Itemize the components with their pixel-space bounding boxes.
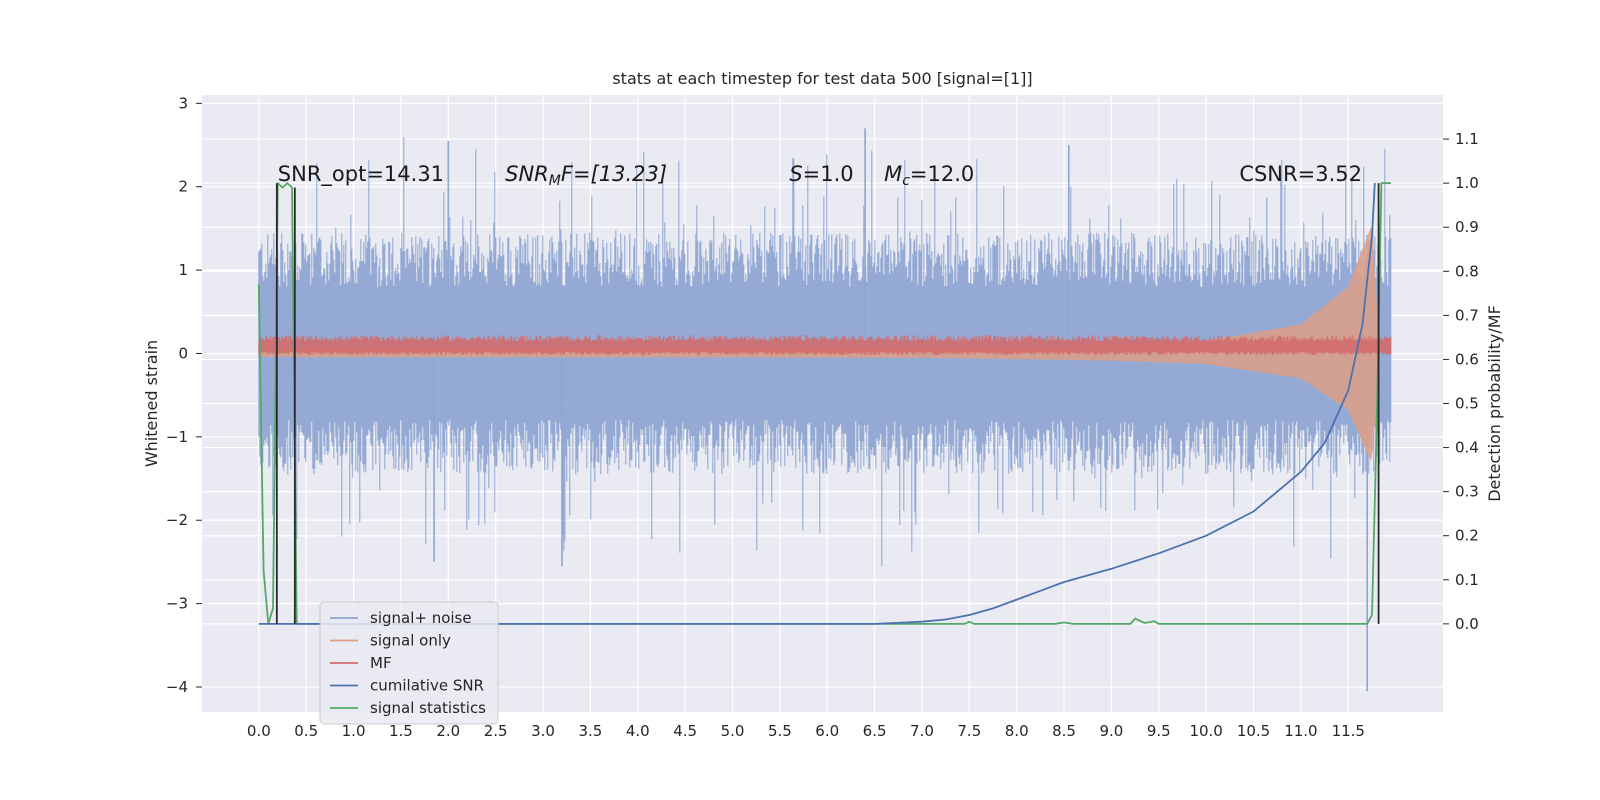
y-tick-label-left: 2 [178,178,188,196]
x-tick-label: 4.0 [626,722,650,740]
legend: signal+ noise signal only MF cumilative SNR… [319,601,499,725]
y-tick-label-right: 0.3 [1455,483,1479,501]
legend-label: MF [370,654,392,672]
y-tick-label-left: −1 [166,428,188,446]
x-tick-label: 8.0 [1005,722,1029,740]
y-tick-label-right: 0.8 [1455,262,1479,280]
x-tick-label: 0.0 [247,722,271,740]
annotation-s-value: =1.0 [803,162,854,186]
x-tick-label: 5.0 [721,722,745,740]
annotation-mc-symbol: M [884,162,902,186]
x-tick-label: 3.5 [578,722,602,740]
y-tick-label-right: 0.4 [1455,439,1479,457]
annotation-s: S=1.0 [789,162,853,186]
y-tick-label-left: −4 [166,678,188,696]
x-tick-label: 5.5 [768,722,792,740]
series-mf [258,335,1392,356]
x-tick-label: 7.0 [910,722,934,740]
y-tick-label-left: −2 [166,511,188,529]
y-tick-label-right: 0.6 [1455,350,1479,368]
mf-trace [258,335,1392,356]
series-lines [257,182,1391,625]
x-tick-label: 2.5 [484,722,508,740]
legend-label: signal statistics [370,699,486,717]
signal-noise-peaks [433,128,1368,692]
x-tick-label: 7.5 [957,722,981,740]
annotation-csnr: CSNR=3.52 [1239,162,1362,186]
x-tick-label: 1.5 [389,722,413,740]
x-tick-label: 11.0 [1284,722,1317,740]
x-tick-label: 6.5 [863,722,887,740]
annotation-mc: Mc=12.0 [884,162,974,189]
x-tick-label: 11.5 [1332,722,1365,740]
x-tick-label: 3.0 [531,722,555,740]
cumulative-snr-line [258,183,1376,625]
y-tick-label-left: 0 [178,344,188,362]
y-tick-label-left: 3 [178,94,188,112]
signal-statistics-line [257,182,1391,625]
annotation-snr-mf: SNRMF=[13.23] [505,162,667,189]
annotation-snr-mf-symbol: SNR [505,162,549,186]
x-tick-label: 8.5 [1052,722,1076,740]
y-tick-label-right: 1.0 [1455,174,1479,192]
y-tick-label-right: 1.1 [1455,130,1479,148]
y-tick-label-left: 1 [178,261,188,279]
x-tick-label: 10.5 [1237,722,1270,740]
annotations: SNR_opt=14.31 SNRMF=[13.23] S=1.0 Mc=12.… [278,162,1362,189]
y-tick-label-right: 0.0 [1455,615,1479,633]
y-tick-label-right: 0.1 [1455,571,1479,589]
annotation-mc-value: =12.0 [910,162,974,186]
y-axis-label-right: Detection probability/MF [1485,305,1504,502]
x-tick-label: 2.0 [436,722,460,740]
annotation-snr-mf-subscript: M [549,173,561,189]
y-tick-label-left: −3 [166,595,188,613]
legend-label: signal+ noise [370,609,472,627]
annotation-snr-mf-value: F=[13.23] [561,162,667,186]
x-tick-label: 9.5 [1147,722,1171,740]
x-tick-label: 10.0 [1189,722,1222,740]
x-tick-label: 6.0 [815,722,839,740]
x-tick-label: 0.5 [294,722,318,740]
legend-label: cumilative SNR [370,677,484,695]
annotation-mc-subscript: c [902,173,910,189]
x-tick-label: 9.0 [1100,722,1124,740]
annotation-snr-opt: SNR_opt=14.31 [278,162,444,187]
x-tick-label: 1.0 [342,722,366,740]
y-tick-label-right: 0.9 [1455,218,1479,236]
y-tick-label-right: 0.7 [1455,306,1479,324]
chart-title: stats at each timestep for test data 500… [612,69,1032,88]
y-tick-label-right: 0.5 [1455,395,1479,413]
legend-label: signal only [370,632,451,650]
legend-box [319,601,499,725]
axis-ticks: 0.0 0.5 1.0 1.5 2.0 2.5 3.0 3.5 4.0 4.5 5.0 5.5 6.0 6… [166,94,1479,740]
annotation-s-symbol: S [789,162,802,186]
x-tick-label: 4.5 [673,722,697,740]
y-tick-label-right: 0.2 [1455,527,1479,545]
y-axis-label-left: Whitened strain [142,340,161,467]
